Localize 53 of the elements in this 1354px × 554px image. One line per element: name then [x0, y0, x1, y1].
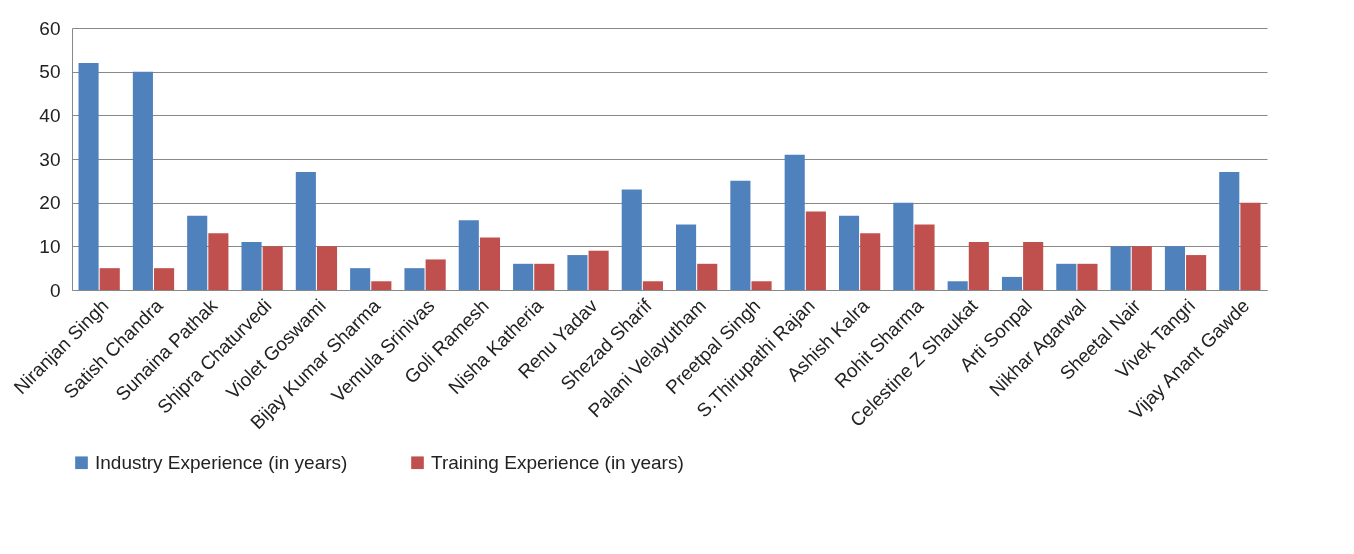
y-tick-label: 60: [39, 17, 61, 39]
bar: [404, 268, 425, 290]
y-tick-label: 50: [39, 61, 61, 83]
bar: [805, 211, 826, 290]
bar: [1219, 172, 1240, 290]
bar: [1240, 202, 1261, 290]
bar: [425, 259, 446, 290]
bar: [621, 189, 642, 290]
bar: [914, 224, 935, 290]
legend-label: Industry Experience (in years): [95, 451, 348, 473]
bar: [1110, 246, 1131, 290]
bar: [1077, 263, 1098, 290]
bar: [1186, 255, 1207, 290]
bar: [262, 246, 283, 290]
bar: [1164, 246, 1185, 290]
bar: [676, 224, 697, 290]
bar: [588, 250, 609, 290]
bar: [350, 268, 371, 290]
bar: [893, 202, 914, 290]
bar: [1131, 246, 1152, 290]
bar: [860, 233, 881, 290]
bar: [730, 180, 751, 290]
y-tick-label: 40: [39, 104, 61, 126]
bar: [316, 246, 338, 290]
bar: [187, 215, 208, 290]
bar: [1056, 263, 1077, 290]
bar: [947, 281, 968, 290]
legend-label: Training Experience (in years): [431, 451, 684, 473]
y-tick-label: 0: [49, 279, 61, 301]
bar: [479, 237, 501, 290]
bar: [1023, 241, 1044, 290]
bar: [208, 233, 229, 290]
bar: [99, 268, 120, 290]
bar: [968, 241, 989, 290]
bar: [241, 241, 262, 290]
bar: [784, 154, 805, 290]
y-tick-label: 20: [39, 192, 61, 214]
y-tick-label: 10: [39, 235, 61, 257]
bar: [838, 215, 860, 290]
bar: [295, 172, 316, 290]
bar: [371, 281, 392, 290]
bar: [697, 263, 718, 290]
bar: [132, 71, 153, 290]
bar: [534, 263, 555, 290]
bar: [1001, 276, 1023, 290]
bar: [78, 62, 99, 290]
bar: [458, 220, 479, 290]
bar: [154, 268, 175, 290]
y-tick-label: 30: [39, 148, 61, 170]
bar: [642, 281, 663, 290]
bar: [567, 255, 588, 290]
bar: [513, 263, 534, 290]
bar: [751, 281, 772, 290]
